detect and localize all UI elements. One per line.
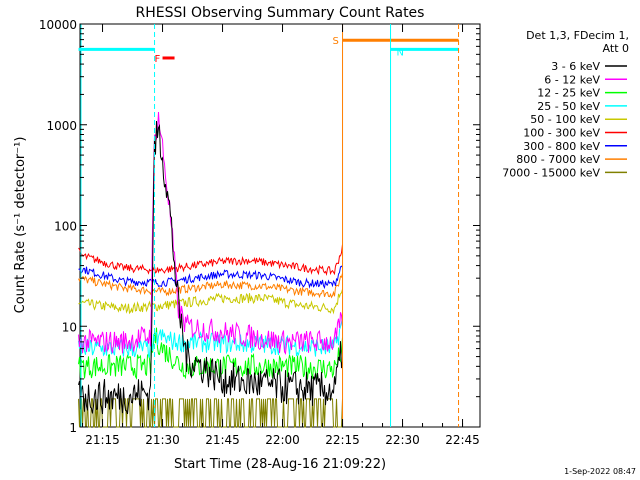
x-tick-label: 22:00 xyxy=(265,433,300,447)
y-tick-label: 10000 xyxy=(39,18,77,32)
legend-header: Det 1,3, FDecim 1, xyxy=(526,29,629,42)
y-tick-label: 100 xyxy=(54,220,77,234)
series-layer: N F S xyxy=(78,24,460,428)
legend-label: 6 - 12 keV xyxy=(544,73,600,86)
legend-label: 12 - 25 keV xyxy=(537,87,600,100)
legend-label: 100 - 300 keV xyxy=(523,127,600,140)
y-tick-label: 10 xyxy=(62,320,77,334)
series-line xyxy=(78,398,343,428)
footer-date: 1-Sep-2022 08:47 xyxy=(564,467,636,476)
axes-layer: 1 10 100 1000 10000 21:15 21:30 21:45 22:00 22:15… xyxy=(39,18,480,447)
x-tick-label: 21:30 xyxy=(145,433,180,447)
legend-label: 3 - 6 keV xyxy=(551,60,600,73)
legend-label: 50 - 100 keV xyxy=(530,113,600,126)
flag-label: S xyxy=(333,36,339,47)
series-line xyxy=(78,289,343,315)
legend-label: 25 - 50 keV xyxy=(537,100,600,113)
x-axis-label: Start Time (28-Aug-16 21:09:22) xyxy=(174,457,386,472)
legend-header: Att 0 xyxy=(603,42,629,55)
flag-label: N xyxy=(397,47,404,58)
y-tick-label: 1000 xyxy=(46,119,77,133)
x-tick-label: 21:45 xyxy=(205,433,240,447)
legend-label: 300 - 800 keV xyxy=(523,140,600,153)
series-line xyxy=(78,273,343,299)
legend-label: 7000 - 15000 keV xyxy=(502,166,600,179)
x-tick-label: 21:15 xyxy=(85,433,120,447)
chart-title: RHESSI Observing Summary Count Rates xyxy=(136,5,425,21)
legend-label: 800 - 7000 keV xyxy=(516,153,600,166)
series-line xyxy=(78,120,343,415)
series-line xyxy=(78,265,343,290)
plot-frame xyxy=(79,23,481,428)
y-axis-label: Count Rate (s⁻¹ detector⁻¹) xyxy=(13,137,28,314)
series-line xyxy=(78,111,343,356)
x-tick-label: 22:15 xyxy=(325,433,360,447)
series-line xyxy=(78,327,343,380)
flag-label: F xyxy=(155,54,161,65)
series-line xyxy=(78,244,343,277)
y-tick-label: 1 xyxy=(69,421,77,435)
x-tick-label: 22:30 xyxy=(385,433,420,447)
x-tick-label: 22:45 xyxy=(445,433,480,447)
